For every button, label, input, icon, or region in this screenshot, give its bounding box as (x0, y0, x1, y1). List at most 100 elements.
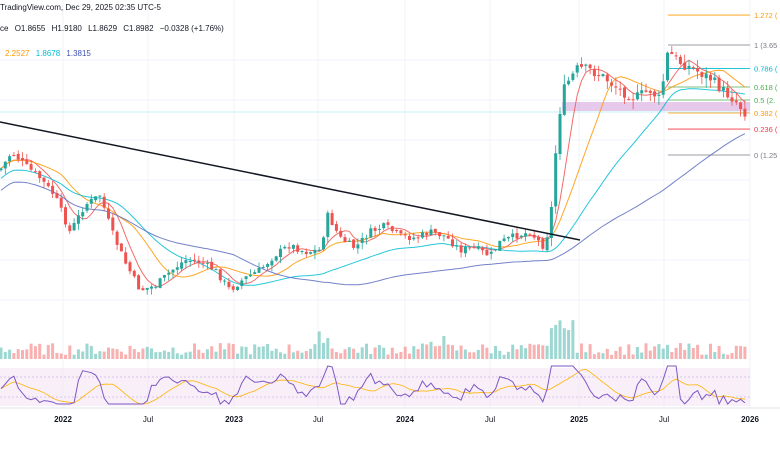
volume-bar (635, 346, 639, 359)
volume-bar (739, 345, 743, 359)
volume-bar (623, 354, 626, 359)
volume-bar (322, 342, 325, 359)
volume-bar (137, 352, 141, 359)
volume-bar (210, 346, 214, 359)
fib-level-label: 0.5 (2. (754, 96, 775, 105)
candle (12, 154, 16, 156)
candle (532, 234, 536, 238)
candle (167, 272, 171, 275)
volume-bar (390, 347, 394, 359)
volume-bar (657, 344, 661, 359)
candle (455, 245, 459, 247)
volume-bar (709, 343, 712, 359)
x-axis-label: 2024 (396, 415, 414, 424)
candle (683, 62, 687, 70)
volume-bar (94, 353, 98, 359)
volume-bar (76, 349, 80, 359)
volume-bar (3, 351, 7, 359)
candle (300, 250, 304, 253)
x-axis-label: 2026 (741, 415, 759, 424)
candle (515, 233, 519, 239)
volume-bar (107, 347, 110, 359)
candle (326, 212, 330, 237)
candle (605, 74, 609, 82)
candle (171, 269, 175, 273)
volume-bar (72, 354, 76, 359)
fib-zone-band (562, 102, 750, 111)
candle (373, 227, 377, 231)
volume-bar (584, 352, 588, 359)
open-value: O1.8655 (14, 24, 46, 33)
volume-bar (678, 343, 682, 359)
volume-bar (369, 353, 373, 359)
fib-level-label: 0.786 ( (754, 65, 778, 74)
candle (240, 280, 244, 287)
volume-bar (653, 346, 657, 359)
candle (472, 246, 476, 248)
fib-level-label: 0.382 ( (754, 109, 778, 118)
candle (270, 260, 274, 266)
candle (287, 247, 291, 249)
volume-bar (541, 345, 545, 359)
volume-bar (433, 346, 437, 359)
high-value: H1.9180 (51, 24, 82, 33)
volume-bar (730, 352, 734, 359)
candle (253, 272, 257, 274)
candle (296, 245, 300, 252)
candle (85, 204, 89, 211)
volume-bar (46, 345, 50, 359)
trendline[interactable] (0, 121, 581, 241)
volume-bar (545, 345, 549, 359)
ma-readout: 2.2527 1.8678 1.3815 (5, 49, 95, 58)
volume-bar (356, 352, 360, 359)
ma-long-line (0, 133, 746, 286)
candle (16, 153, 20, 160)
candle (631, 99, 635, 101)
candle (356, 244, 360, 249)
candle (175, 267, 179, 270)
volume-bar (227, 343, 231, 359)
candle (580, 64, 583, 67)
volume-bar (575, 352, 579, 359)
candle (390, 226, 394, 232)
volume-bar (666, 344, 669, 359)
candle (588, 64, 592, 69)
volume-bar (382, 347, 386, 359)
volume-bar (334, 352, 338, 359)
candle (210, 261, 214, 270)
candle (322, 237, 325, 250)
candle (107, 208, 110, 219)
candle (528, 234, 532, 236)
volume-bar (184, 352, 188, 359)
ma-mid-line (0, 69, 746, 278)
volume-bar (429, 341, 433, 359)
candle (726, 87, 730, 98)
candle (257, 267, 261, 273)
volume-bar (670, 351, 674, 359)
volume-bar (618, 346, 622, 359)
volume-bar (42, 354, 46, 359)
volume-bar (0, 347, 3, 359)
volume-bar (51, 343, 55, 359)
candle (610, 82, 614, 86)
candle (339, 230, 343, 237)
candle (494, 249, 497, 251)
candle (64, 207, 67, 225)
volume-bar (38, 343, 42, 359)
candle (365, 238, 368, 240)
candle (743, 108, 747, 117)
volume-bar (270, 350, 274, 359)
x-axis-label: Jul (659, 415, 669, 424)
candle (227, 281, 231, 288)
candle (150, 286, 153, 289)
fib-level-label: 0 (1.25 (754, 151, 777, 160)
volume-bar (476, 349, 480, 359)
candle (623, 87, 626, 98)
fibonacci-retracement[interactable]: 1.272 (1 (3.65 0.786 (0.618 (0.5 (2. 0.382… (0, 11, 778, 160)
candle (193, 259, 196, 261)
volume-bar (395, 353, 399, 359)
candle (279, 248, 282, 257)
candle (502, 238, 506, 242)
volume-bar (502, 354, 506, 359)
